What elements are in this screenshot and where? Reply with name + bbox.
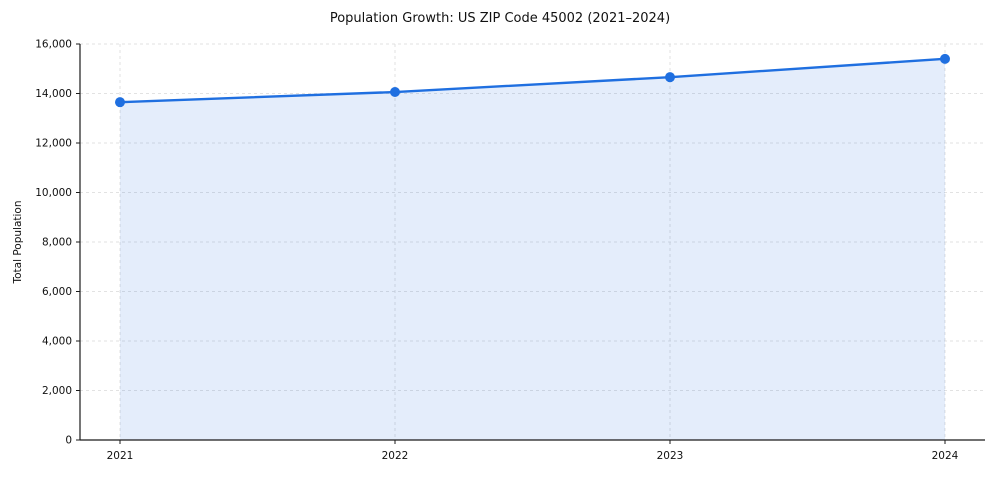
area-fill — [120, 58, 945, 440]
y-tick-label: 14,000 — [35, 88, 72, 100]
y-tick-label: 4,000 — [42, 336, 72, 348]
line-series — [118, 57, 947, 104]
x-tick-label: 2023 — [657, 450, 684, 462]
y-tick-label: 2,000 — [42, 385, 72, 397]
data-point-marker — [940, 53, 950, 64]
data-point-marker — [115, 97, 125, 108]
y-tick-label: 16,000 — [35, 39, 72, 51]
y-tick-label: 8,000 — [42, 237, 72, 249]
data-point-marker — [665, 72, 675, 83]
x-tick-label: 2022 — [382, 450, 409, 462]
y-tick-label: 12,000 — [35, 138, 72, 150]
chart-title: Population Growth: US ZIP Code 45002 (20… — [329, 11, 671, 26]
data-point-marker — [390, 87, 400, 98]
y-tick-label: 10,000 — [35, 187, 72, 199]
x-tick-label: 2024 — [932, 450, 959, 462]
y-tick-label: 0 — [65, 435, 72, 447]
x-tick-label: 2021 — [107, 450, 134, 462]
y-tick-label: 6,000 — [42, 286, 72, 298]
